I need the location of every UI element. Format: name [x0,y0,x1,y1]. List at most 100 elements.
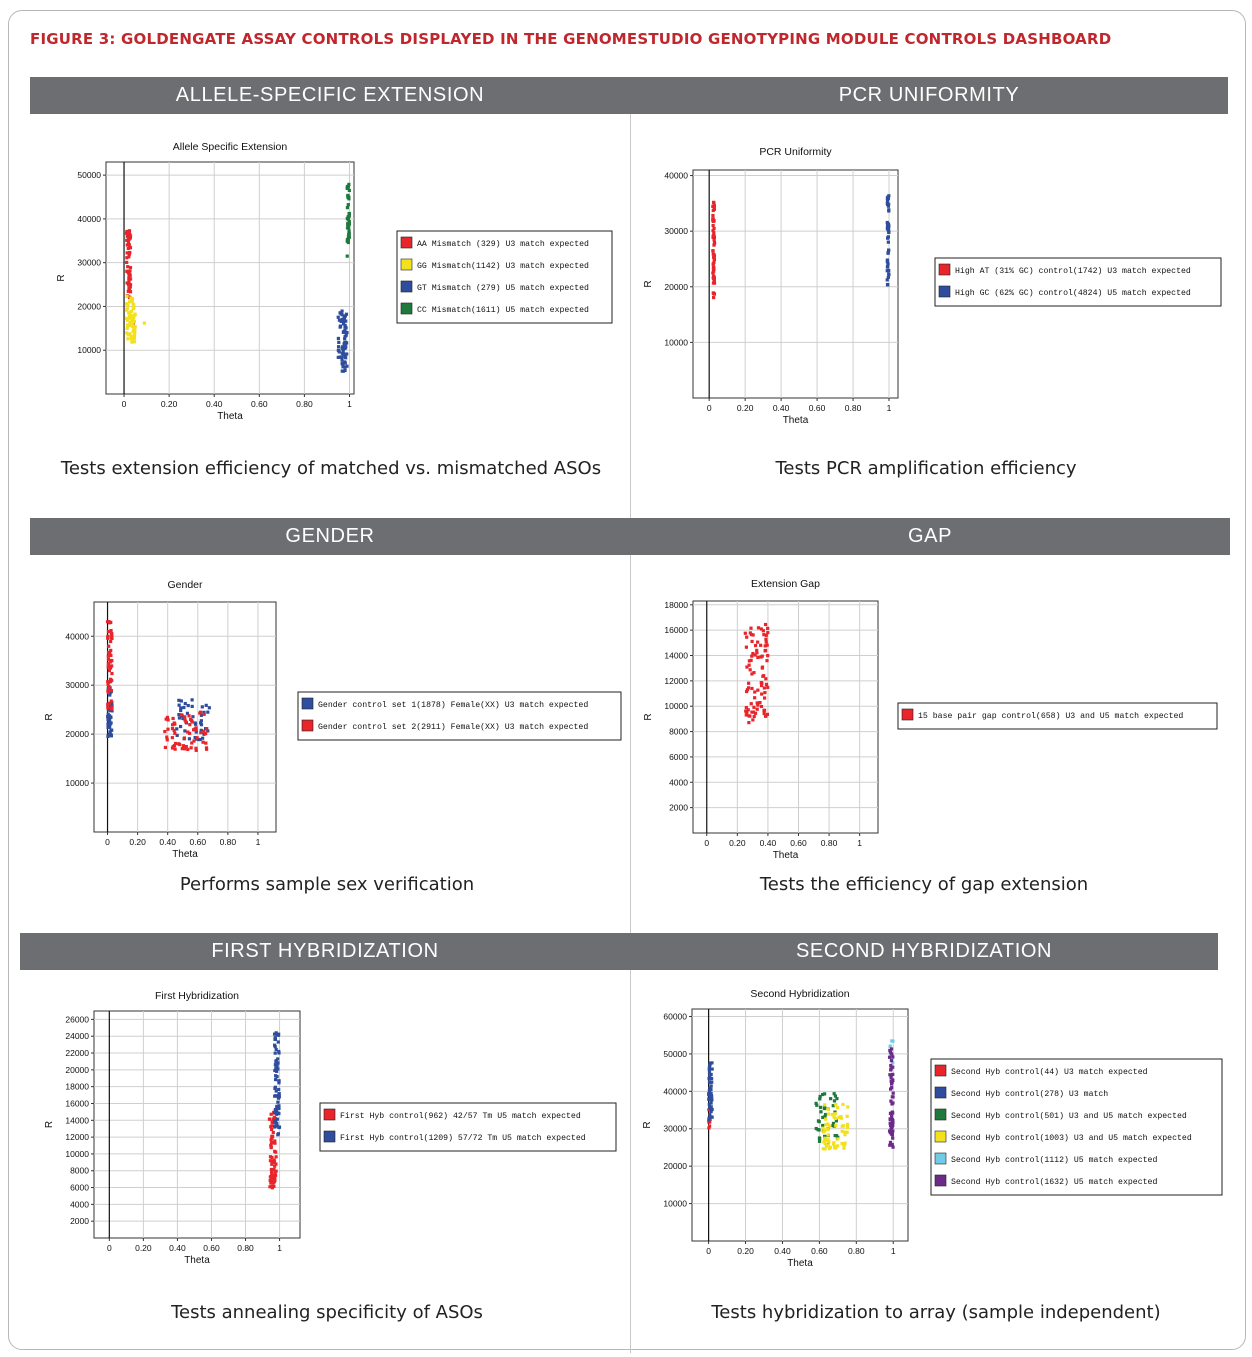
data-point [177,716,182,720]
series-purple-points [887,1047,895,1149]
data-point [270,1170,274,1174]
data-point [846,1122,850,1127]
data-point [753,643,758,648]
x-tick-label: 1 [891,1246,896,1256]
data-point [165,715,170,719]
data-point [712,275,716,280]
caption-gap: Tests the efficiency of gap extension [759,874,1089,895]
x-axis-label: Theta [787,1258,813,1269]
data-point [268,1117,272,1121]
data-point [191,728,196,732]
x-tick-label: 0.60 [203,1243,220,1253]
y-tick-label: 6000 [70,1183,89,1193]
data-point [818,1094,822,1099]
data-point [766,654,770,658]
data-point [764,640,768,644]
data-point [889,1047,894,1051]
data-point [339,355,343,359]
data-point [128,277,133,281]
legend-label: Second Hyb control(278) U3 match [951,1089,1108,1099]
data-point [347,235,351,239]
data-point [845,1125,850,1129]
data-point [195,736,199,740]
data-point [762,712,766,716]
data-point [125,251,129,255]
series-yellow-points [124,294,146,344]
data-point [271,1117,275,1121]
y-tick-label: 24000 [65,1031,89,1041]
data-point [749,702,753,706]
data-point [711,281,716,285]
data-point [185,711,190,715]
data-point [271,1120,275,1125]
data-point [110,632,114,636]
data-point [823,1128,827,1132]
data-point [126,233,130,238]
data-point [761,629,765,633]
data-point [751,718,755,722]
data-point [345,341,349,345]
data-point [841,1102,845,1107]
data-point [204,741,208,745]
y-tick-label: 40000 [663,1086,687,1096]
data-point [711,218,715,223]
data-point [202,729,206,733]
y-tick-label: 2000 [669,803,688,813]
data-point [191,715,195,719]
series-blue-points [707,1061,714,1122]
data-point [110,671,114,676]
x-tick-label: 0.60 [251,399,268,409]
data-point [108,725,112,729]
data-point [711,262,716,266]
data-point [888,1087,893,1091]
data-point [205,727,209,731]
data-point [747,721,751,725]
x-tick-label: 0.20 [729,838,746,848]
data-point [273,1036,277,1040]
legend-label: GT Mismatch (279) U5 match expected [417,283,589,293]
data-point [182,705,186,710]
data-point [822,1130,826,1134]
data-point [345,364,349,368]
data-point [712,255,716,260]
y-tick-label: 4000 [669,777,688,787]
data-point [887,1055,892,1059]
data-point [347,220,351,224]
data-point [199,713,204,717]
data-point [110,634,114,638]
data-point [888,1049,892,1053]
data-point [711,213,715,218]
data-point [124,231,129,235]
data-point [108,651,112,655]
plot-area [691,1008,909,1242]
data-point [199,728,203,732]
data-point [752,714,756,719]
data-point [190,720,194,724]
data-point [179,708,183,713]
data-point [108,730,112,734]
data-point [274,1155,278,1159]
data-point [128,234,133,238]
data-point [823,1117,828,1121]
data-point [272,1174,276,1179]
data-point [345,226,350,230]
data-point [106,636,110,640]
data-point [110,709,114,713]
data-point [275,1121,279,1126]
data-point [831,1142,836,1146]
data-point [179,706,183,710]
data-point [747,659,752,663]
data-point [106,717,110,722]
data-point [711,208,715,213]
data-point [270,1172,274,1176]
data-point [184,744,188,749]
data-point [343,365,347,369]
y-axis-label: R [643,713,654,720]
data-point [759,627,763,631]
data-point [891,1039,895,1043]
data-point [345,206,350,210]
data-point [709,1091,713,1095]
data-point [194,748,198,752]
data-point [163,745,168,750]
